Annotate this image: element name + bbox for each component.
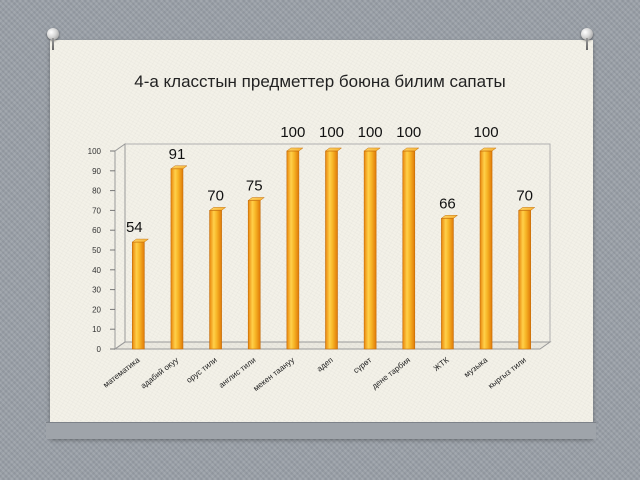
category-label: музыка [462,355,489,379]
category-label: кыргыз тили [486,355,527,390]
bar [324,147,343,350]
bar-body [402,150,416,350]
bar-cap [208,207,227,211]
bar-cap [170,165,188,170]
y-tick-label: 0 [97,345,102,354]
bar-body [518,210,531,350]
category-label: орус тили [185,355,219,384]
category-label: адеп [315,355,335,373]
chart-board [50,40,593,438]
bar-cap [247,197,265,201]
y-tick-label: 10 [92,325,101,334]
y-tick-label: 100 [88,147,102,156]
bottom-tape [46,422,596,439]
bar-cap [440,215,459,219]
bar [440,215,459,350]
bar-body [441,218,454,350]
side-wall [114,143,126,350]
category-label: адабий окуу [139,355,180,390]
bar [517,207,536,350]
bar-body [363,150,377,350]
bar [363,147,381,350]
bar-cap [324,147,343,152]
y-tick-label: 70 [92,206,101,215]
bar-cap [479,147,497,152]
data-label: 70 [207,187,224,204]
bar [170,165,188,350]
data-label: 100 [280,124,305,141]
y-tick-label: 90 [92,167,101,176]
bar-cap [286,147,304,152]
bar-body [209,210,222,350]
category-label: дене тарбия [370,355,412,390]
bar [479,147,497,350]
bar-body [479,150,493,350]
y-tick-label: 60 [92,226,101,235]
bar-cap [131,238,150,243]
bar-body [325,150,338,350]
floor [113,341,552,350]
bar [247,197,265,350]
y-tick-label: 80 [92,187,101,196]
category-label: сүрөт [352,355,374,375]
pushpin-left-icon [46,28,60,50]
data-label: 91 [169,146,186,163]
category-label: математика [101,355,142,389]
y-tick-label: 20 [92,305,101,314]
data-label: 70 [516,187,533,204]
data-label: 54 [126,219,143,236]
data-label: 75 [246,178,263,195]
category-label: англис тили [217,355,257,389]
chart-title: 4-а класстын предметтер боюна билим сапа… [134,72,506,91]
bar [402,147,420,350]
bar [131,238,150,350]
data-label: 66 [439,195,456,212]
data-label: 100 [474,124,499,141]
y-tick-label: 30 [92,286,101,295]
category-label: ЖТК [432,355,451,373]
bar [286,147,304,350]
data-label: 100 [358,124,383,141]
bar-body [132,241,145,350]
bar-cap [517,207,536,211]
data-label: 100 [319,124,344,141]
pushpin-right-icon [580,28,594,50]
category-label: мекен таануу [252,355,297,393]
bar-body [286,150,300,350]
bar-cap [363,147,381,152]
bar [208,207,227,350]
data-label: 100 [396,124,421,141]
bar-body [247,200,261,350]
bar-body [170,168,184,350]
y-tick-label: 40 [92,266,101,275]
bar-cap [402,147,420,152]
y-tick-label: 50 [92,246,101,255]
